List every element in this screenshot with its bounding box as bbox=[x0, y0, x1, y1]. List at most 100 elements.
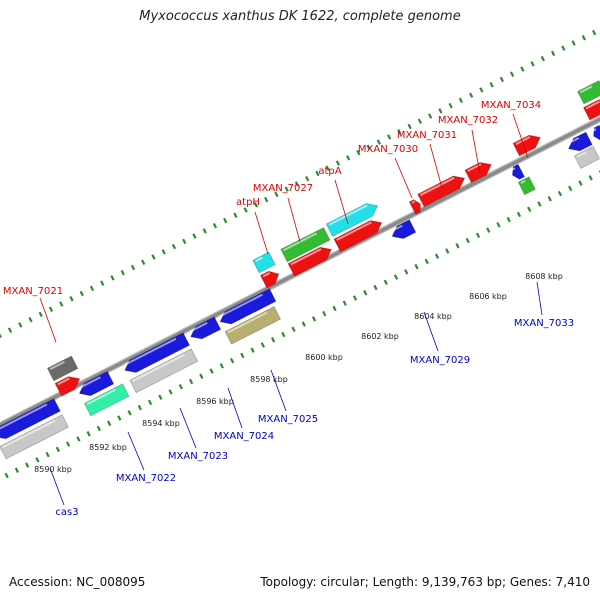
feature-sheen bbox=[576, 151, 587, 158]
scale-tick bbox=[540, 55, 545, 62]
feature-sheen bbox=[411, 200, 416, 204]
feature-sheen bbox=[592, 128, 597, 132]
feature-mxan-7027 bbox=[280, 227, 331, 263]
scale-tick bbox=[325, 165, 330, 171]
scale-tick bbox=[120, 269, 125, 276]
scale-tick bbox=[130, 264, 136, 271]
map-title: Myxococcus xanthus DK 1622, complete gen… bbox=[139, 9, 461, 24]
scale-tick bbox=[404, 269, 409, 275]
scale-tick bbox=[45, 451, 50, 458]
feature-sheen bbox=[86, 388, 117, 406]
scale-tick bbox=[506, 216, 511, 223]
scale-label: 8598 kbp bbox=[250, 375, 288, 384]
scale-tick bbox=[417, 118, 422, 125]
feature-red-c bbox=[287, 246, 332, 277]
scale-tick bbox=[315, 170, 320, 177]
feature-sheen bbox=[391, 224, 403, 232]
scale-tick bbox=[376, 139, 382, 145]
scale-tick bbox=[520, 66, 525, 72]
forward-gene-label: MXAN_7032 bbox=[438, 115, 498, 126]
forward-leader-line bbox=[39, 297, 57, 343]
reverse-gene-label: cas3 bbox=[55, 507, 78, 518]
scale-tick bbox=[455, 243, 460, 249]
feature-sheen bbox=[132, 353, 185, 382]
forward-leader-line bbox=[334, 179, 349, 225]
scale-tick bbox=[110, 275, 115, 281]
feature-sheen bbox=[255, 256, 263, 263]
scale-tick bbox=[76, 436, 81, 442]
feature-blue-a bbox=[0, 398, 61, 440]
forward-leader-line bbox=[287, 197, 301, 243]
feature-sheen bbox=[336, 221, 372, 241]
scale-tick bbox=[79, 290, 84, 297]
scale-tick bbox=[516, 211, 522, 218]
reverse-leader-line bbox=[270, 369, 287, 412]
scale-tick bbox=[591, 29, 597, 36]
scale-label: 8602 kbp bbox=[361, 332, 399, 341]
scale-tick bbox=[530, 61, 535, 67]
scale-label: 8590 kbp bbox=[34, 465, 72, 474]
scale-tick bbox=[158, 394, 163, 400]
scale-tick bbox=[35, 457, 40, 463]
scale-tick bbox=[281, 331, 286, 338]
scale-tick bbox=[243, 207, 248, 213]
feature-red-d bbox=[333, 220, 383, 253]
scale-tick bbox=[486, 227, 491, 233]
scale-tick bbox=[66, 441, 71, 447]
scale-tick bbox=[0, 333, 2, 339]
scale-tick bbox=[86, 430, 91, 437]
feature-mxan-7025 bbox=[224, 306, 282, 345]
feature-red-a bbox=[54, 376, 81, 397]
scale-tick bbox=[178, 384, 183, 390]
scale-tick bbox=[465, 237, 470, 244]
feature-sheen bbox=[189, 321, 208, 333]
feature-sheen bbox=[1, 419, 56, 449]
reverse-leader-line bbox=[423, 311, 439, 352]
feature-blue-d bbox=[511, 163, 526, 180]
scale-tick bbox=[212, 222, 218, 229]
scale-tick bbox=[322, 310, 327, 317]
scale-tick bbox=[356, 149, 361, 156]
scale-tick bbox=[284, 186, 289, 192]
reverse-leader-line bbox=[127, 431, 145, 471]
scale-tick bbox=[366, 144, 371, 151]
feature-atpa bbox=[325, 203, 379, 237]
scale-label: 8604 kbp bbox=[414, 312, 452, 321]
scale-tick bbox=[253, 202, 259, 208]
reverse-gene-label: MXAN_7029 bbox=[410, 355, 470, 366]
feature-sheen bbox=[78, 376, 101, 390]
scale-tick bbox=[335, 160, 341, 166]
reverse-leader-line bbox=[179, 407, 197, 449]
forward-leader-line bbox=[512, 113, 529, 159]
scale-tick bbox=[233, 212, 238, 218]
feature-mxan-7030 bbox=[417, 175, 466, 208]
scale-tick bbox=[407, 123, 412, 130]
scale-tick bbox=[581, 35, 586, 41]
scale-tick bbox=[182, 238, 187, 245]
scale-label: 8596 kbp bbox=[196, 397, 234, 406]
scale-tick bbox=[264, 196, 269, 203]
scale-tick bbox=[250, 347, 255, 353]
scale-tick bbox=[89, 285, 95, 292]
genome-summary-text: Topology: circular; Length: 9,139,763 bp… bbox=[260, 575, 590, 589]
feature-sheen bbox=[328, 204, 368, 226]
scale-tick bbox=[352, 295, 358, 301]
feature-sheen bbox=[290, 248, 322, 266]
feature-mxan-7023 bbox=[129, 348, 199, 394]
scale-tick bbox=[48, 306, 54, 312]
reverse-gene-label: MXAN_7033 bbox=[514, 318, 574, 329]
scale-tick bbox=[547, 196, 552, 202]
scale-tick bbox=[291, 326, 296, 333]
feature-sheen bbox=[57, 377, 70, 386]
scale-label: 8606 kbp bbox=[469, 292, 507, 301]
forward-gene-label: atpA bbox=[318, 166, 341, 177]
forward-gene-label: MXAN_7034 bbox=[481, 100, 541, 111]
scale-tick bbox=[468, 92, 474, 98]
forward-gene-label: MXAN_7030 bbox=[358, 144, 418, 155]
scale-tick bbox=[301, 321, 306, 327]
scale-tick bbox=[424, 258, 429, 265]
scale-tick bbox=[96, 425, 101, 432]
scale-tick bbox=[550, 50, 556, 57]
feature-mxan-7021 bbox=[46, 355, 79, 382]
